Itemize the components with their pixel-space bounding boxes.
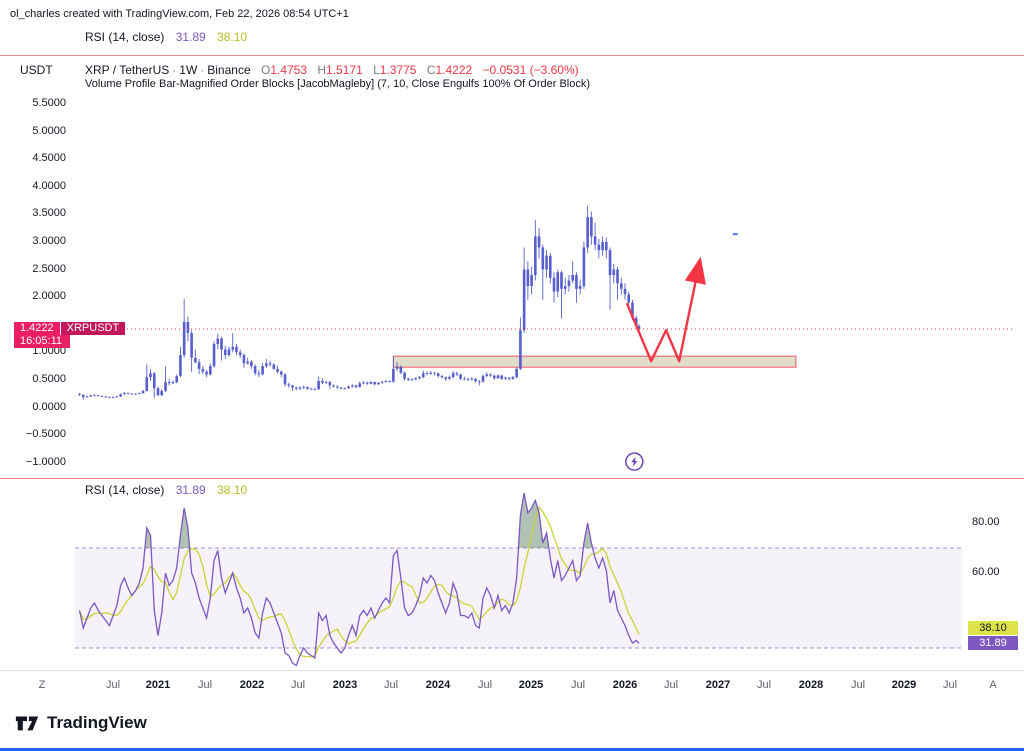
time-axis-label: 2028 xyxy=(798,679,824,691)
time-axis-label: Jul xyxy=(850,679,866,691)
pane-separator-top[interactable] xyxy=(0,55,1024,56)
time-axis-label: 2029 xyxy=(891,679,917,691)
projection-arrow-drawing[interactable] xyxy=(625,256,706,363)
stray-mark xyxy=(732,233,738,236)
time-axis-label: Jul xyxy=(663,679,679,691)
rsi-header-legend[interactable]: RSI (14, close) 31.89 38.10 xyxy=(85,30,255,44)
legend-separator: · xyxy=(172,63,177,77)
time-axis-label: A xyxy=(989,679,997,691)
pane-separator-rsi[interactable] xyxy=(0,478,1024,479)
price-scale-label: 5.5000 xyxy=(32,96,66,109)
rsi-value-badge: 31.89 xyxy=(968,636,1018,650)
brand-name: TradingView xyxy=(47,713,147,732)
rsi-pane-value: 31.89 xyxy=(175,483,206,497)
rsi-band xyxy=(75,547,962,649)
change-value: −0.0531 (−3.60%) xyxy=(482,63,579,77)
rsi-line xyxy=(78,492,640,667)
time-axis-label: Jul xyxy=(290,679,306,691)
price-scale-label: 0.0000 xyxy=(32,400,66,413)
low-value: 1.3775 xyxy=(379,63,417,77)
price-scale-label: 4.5000 xyxy=(32,152,66,165)
price-scale-currency-label: USDT xyxy=(20,63,53,77)
candlestick-series[interactable] xyxy=(78,205,641,400)
rsi-scale-label: 60.00 xyxy=(972,566,1000,578)
rsi-ma-badge: 38.10 xyxy=(968,621,1018,635)
rsi-plot[interactable] xyxy=(78,492,640,667)
price-scale-label: 1.0000 xyxy=(32,345,66,358)
rsi-pane-legend[interactable]: RSI (14, close) 31.89 38.10 xyxy=(85,483,255,497)
rsi-ma-line xyxy=(78,505,640,658)
legend-separator: · xyxy=(200,63,205,77)
time-axis-label: Jul xyxy=(570,679,586,691)
rsi-pane-ma-value: 38.10 xyxy=(217,483,248,497)
time-axis-separator xyxy=(0,670,1024,671)
interval-label: 1W xyxy=(179,63,198,77)
time-axis-label: 2024 xyxy=(425,679,451,691)
rsi-header-ma-value: 38.10 xyxy=(217,30,248,44)
last-price-value: 1.4222 xyxy=(14,322,60,335)
time-axis-label: 2027 xyxy=(705,679,731,691)
price-scale-label: 3.5000 xyxy=(32,207,66,220)
rsi-header-label: RSI (14, close) xyxy=(85,30,165,44)
close-value: 1.4222 xyxy=(435,63,473,77)
tradingview-branding[interactable]: TradingView xyxy=(14,710,147,736)
open-value: 1.4753 xyxy=(270,63,308,77)
symbol-chip: XRPUSDT xyxy=(60,322,126,335)
tradingview-logo-icon xyxy=(15,716,39,731)
credit-line: ol_charles created with TradingView.com,… xyxy=(10,8,349,20)
high-label: H xyxy=(317,63,327,77)
exchange-label: Binance xyxy=(207,63,251,77)
rsi-header-value: 31.89 xyxy=(175,30,206,44)
price-scale-label: 3.0000 xyxy=(32,234,66,247)
price-scale-label: 2.5000 xyxy=(32,262,66,275)
time-axis-label: Jul xyxy=(477,679,493,691)
last-price-badge[interactable]: 1.4222 XRPUSDT 16:05:11 xyxy=(14,322,126,348)
close-label: C xyxy=(426,63,436,77)
order-block-zone[interactable] xyxy=(392,355,797,368)
high-value: 1.5171 xyxy=(326,63,363,77)
low-label: L xyxy=(373,63,380,77)
open-label: O xyxy=(260,63,271,77)
bottom-accent-bar xyxy=(0,748,1024,751)
time-axis-label: 2023 xyxy=(332,679,358,691)
price-scale-label: 2.0000 xyxy=(32,290,66,303)
price-scale-label: 0.5000 xyxy=(32,372,66,385)
time-axis-label: Jul xyxy=(105,679,121,691)
indicator-legend[interactable]: Volume Profile Bar-Magnified Order Block… xyxy=(85,78,591,90)
rsi-scale-label: 80.00 xyxy=(972,516,1000,528)
price-scale-label: 4.0000 xyxy=(32,179,66,192)
price-scale-label: 5.0000 xyxy=(32,124,66,137)
time-axis-label: Jul xyxy=(383,679,399,691)
rsi-pane-label: RSI (14, close) xyxy=(85,483,165,497)
time-axis-label: Jul xyxy=(942,679,958,691)
symbol-legend[interactable]: XRP / TetherUS · 1W · Binance O1.4753 H1.517… xyxy=(85,63,579,77)
time-axis-label: 2026 xyxy=(612,679,638,691)
symbol-name: XRP / TetherUS xyxy=(85,63,170,77)
lightning-emoji-marker[interactable] xyxy=(625,452,644,471)
time-axis-label: 2025 xyxy=(518,679,544,691)
price-scale-label: −0.5000 xyxy=(25,428,66,441)
price-scale-label: −1.0000 xyxy=(25,455,66,468)
time-axis-label: 2021 xyxy=(145,679,171,691)
time-axis-label: 2022 xyxy=(239,679,265,691)
time-axis-label: Z xyxy=(38,679,46,691)
time-axis-label: Jul xyxy=(756,679,772,691)
time-axis-label: Jul xyxy=(197,679,213,691)
bar-countdown: 16:05:11 xyxy=(14,335,70,348)
